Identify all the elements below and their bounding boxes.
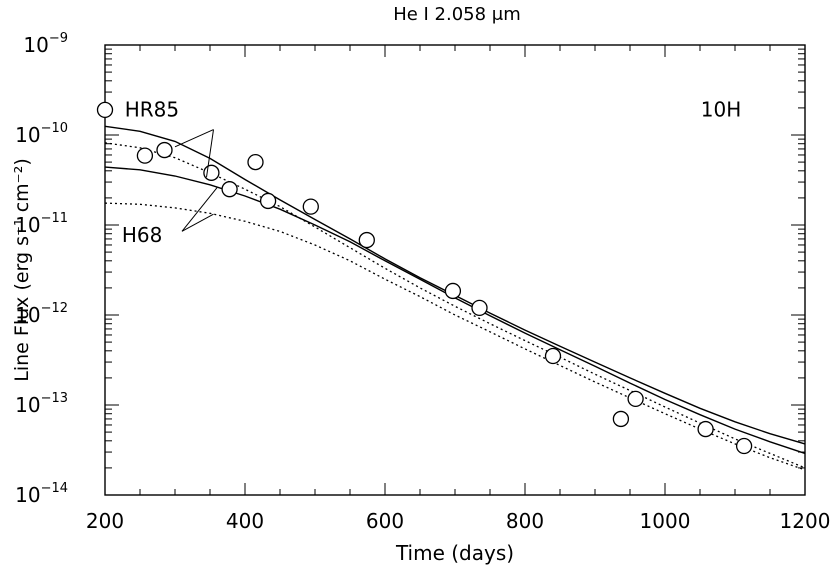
observation-point	[302, 198, 319, 215]
observation-point	[259, 192, 277, 210]
ticks-layer: 200 400 600 800 1000 1200 10−14 10−13 10−12 10−11…	[15, 31, 830, 533]
annotation-h68: H68	[122, 223, 163, 247]
x-tick-label: 600	[366, 509, 404, 533]
observation-points	[96, 101, 753, 455]
observation-point	[96, 101, 114, 119]
observation-point	[156, 141, 173, 159]
x-tick-label: 1200	[780, 509, 830, 533]
observation-point	[358, 231, 375, 249]
annotations-layer: 10H HR85 H68	[122, 98, 741, 247]
y-tick-label: 10−14	[15, 481, 68, 507]
x-tick-label: 400	[226, 509, 264, 533]
y-tick-label: 10−11	[15, 211, 68, 237]
annotation-hr85: HR85	[125, 98, 179, 122]
observation-point	[697, 420, 714, 438]
y-axis-label: Line Flux (erg s⁻¹ cm⁻²)	[11, 158, 33, 381]
x-tick-label: 200	[86, 509, 124, 533]
annotation-10h: 10H	[701, 98, 742, 122]
h68-pointer-line	[181, 213, 214, 232]
observation-point	[136, 147, 154, 164]
y-tick-label: 10−13	[15, 391, 68, 417]
h68-pointer-line	[181, 187, 218, 232]
observation-point	[627, 390, 644, 408]
observation-point	[612, 410, 630, 428]
chart-title: He I 2.058 μm	[393, 4, 521, 25]
series-h68-solid	[104, 166, 806, 455]
y-tick-label: 10−10	[15, 121, 68, 147]
hr85-pointer-line	[206, 129, 214, 178]
observation-point	[544, 347, 562, 365]
x-tick-label: 800	[506, 509, 544, 533]
y-tick-label: 10−9	[23, 31, 68, 57]
x-axis-label: Time (days)	[395, 541, 514, 565]
y-tick-label: 10−12	[15, 301, 68, 327]
observation-point	[444, 282, 462, 300]
observation-point	[471, 299, 488, 317]
observation-point	[221, 181, 238, 198]
observation-point	[735, 437, 753, 455]
observation-point	[203, 164, 220, 181]
series-hr85-dotted	[104, 142, 806, 469]
observation-point	[247, 153, 264, 171]
x-tick-label: 1000	[640, 509, 691, 533]
hr85-pointer-line	[174, 129, 214, 148]
